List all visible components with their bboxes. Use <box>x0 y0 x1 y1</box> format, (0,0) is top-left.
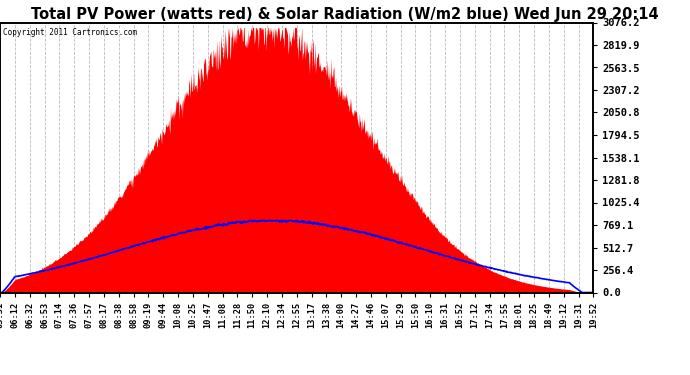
Text: Total PV Power (watts red) & Solar Radiation (W/m2 blue) Wed Jun 29 20:14: Total PV Power (watts red) & Solar Radia… <box>31 8 659 22</box>
Text: Copyright 2011 Cartronics.com: Copyright 2011 Cartronics.com <box>3 28 137 37</box>
